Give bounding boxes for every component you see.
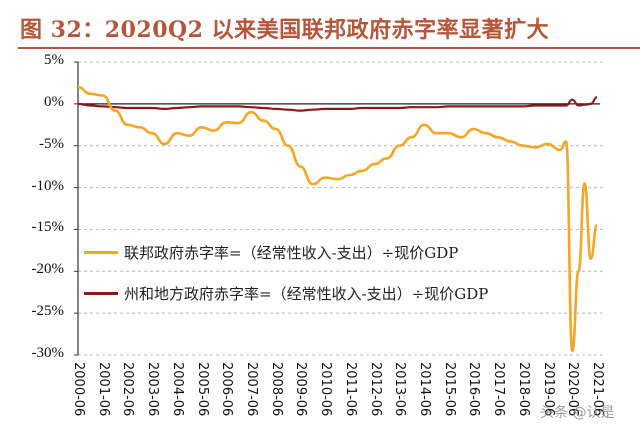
x-tick-label: 2015-06 — [441, 362, 457, 417]
legend-swatch-federal — [84, 251, 118, 254]
y-tick-label: -5% — [39, 135, 64, 152]
series-state-local-deficit — [77, 96, 598, 112]
legend-item-state-local: 州和地方政府赤字率=（经常性收入-支出）÷现价GDP — [84, 283, 488, 304]
y-tick-label: 0% — [44, 93, 64, 110]
y-tick-label: -15% — [31, 219, 65, 236]
legend-label-state-local: 州和地方政府赤字率=（经常性收入-支出）÷现价GDP — [124, 285, 489, 303]
x-tick-label: 2011-06 — [342, 362, 358, 417]
x-tick-label: 2008-06 — [268, 362, 284, 417]
x-tick-label: 2014-06 — [417, 362, 432, 417]
y-tick-label: -10% — [31, 177, 65, 194]
y-tick-label: -25% — [31, 303, 65, 320]
x-tick-label: 2002-06 — [120, 362, 136, 417]
title-divider — [18, 47, 640, 49]
x-tick-label: 2001-06 — [95, 362, 111, 417]
x-tick-label: 2000-06 — [71, 362, 86, 417]
x-tick-label: 2007-06 — [244, 362, 259, 417]
y-tick-label: -30% — [31, 345, 65, 361]
series-federal-deficit — [77, 85, 599, 353]
y-tick-label: 5% — [44, 52, 64, 68]
legend-item-federal: 联邦政府赤字率=（经常性收入-支出）÷现价GDP — [84, 242, 458, 263]
x-tick-label: 2006-06 — [219, 362, 235, 417]
watermark: 头条 @认是 — [540, 405, 615, 421]
y-tick-label: -20% — [31, 261, 65, 278]
legend-label-federal: 联邦政府赤字率=（经常性收入-支出）÷现价GDP — [124, 244, 459, 262]
x-tick-label: 2003-06 — [145, 362, 161, 417]
x-tick-label: 2004-06 — [169, 362, 185, 417]
x-tick-label: 2016-06 — [466, 362, 482, 417]
x-tick-label: 2012-06 — [367, 362, 383, 417]
x-tick-label: 2010-06 — [318, 362, 334, 417]
x-tick-label: 2017-06 — [491, 362, 507, 417]
x-tick-label: 2018-06 — [515, 362, 531, 417]
x-tick-label: 2005-06 — [194, 362, 210, 417]
x-tick-label: 2009-06 — [293, 362, 309, 417]
figure-title: 图 32：2020Q2 以来美国联邦政府赤字率显著扩大 — [20, 17, 550, 43]
x-tick-label: 2013-06 — [392, 362, 408, 417]
legend-swatch-state-local — [84, 292, 118, 295]
